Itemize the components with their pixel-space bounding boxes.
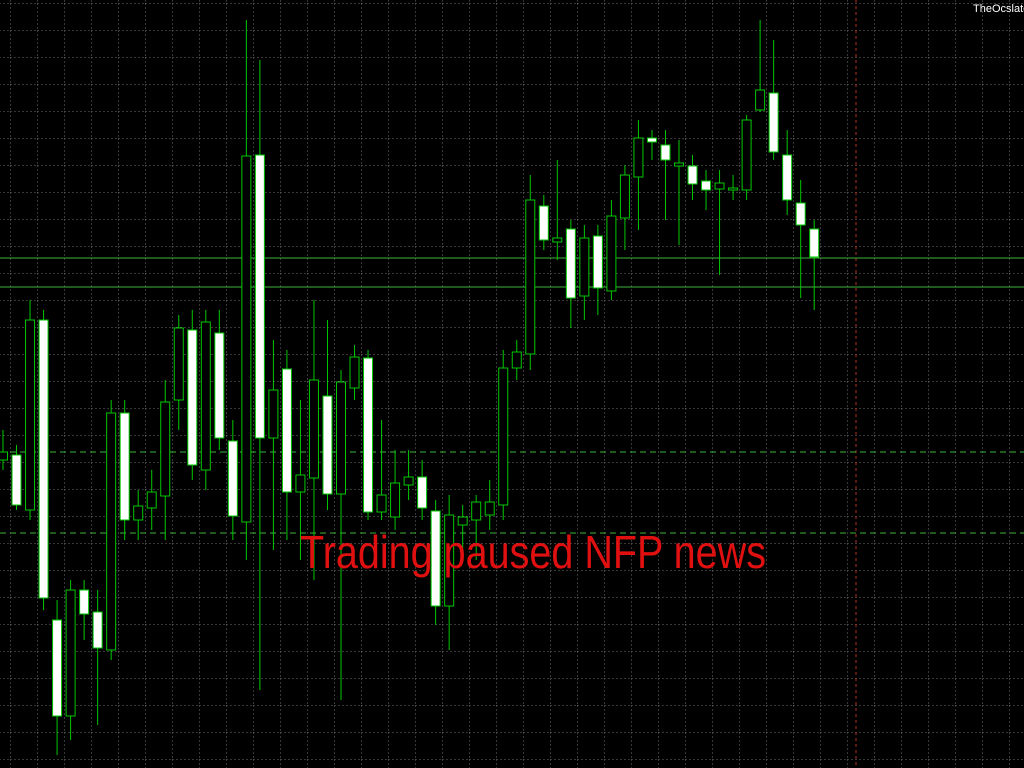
candle-body — [146, 491, 157, 509]
candle-body — [538, 205, 549, 241]
candle-body — [498, 367, 509, 506]
candle-body — [687, 165, 698, 185]
candle-body — [606, 215, 617, 292]
candle-body — [160, 401, 171, 497]
candle-body — [633, 137, 644, 178]
candle-body — [52, 619, 63, 717]
candle-body — [254, 154, 265, 439]
candle-body — [755, 89, 766, 111]
candle-body — [457, 516, 468, 526]
candle-body — [295, 474, 306, 493]
candle-body — [92, 611, 103, 649]
candle-body — [349, 356, 360, 389]
candle-body — [714, 182, 725, 190]
candle-body — [619, 174, 630, 219]
candle-body — [484, 501, 495, 516]
candle-body — [214, 332, 225, 439]
levels — [0, 257, 1024, 534]
candle-body — [227, 440, 238, 517]
candle-body — [322, 395, 333, 495]
candle-body — [390, 482, 401, 518]
candle-body — [471, 501, 482, 521]
candle-body — [728, 187, 739, 191]
candle-body — [660, 144, 671, 161]
candle-body — [592, 235, 603, 289]
candle-body — [417, 476, 428, 509]
candle-body — [525, 199, 536, 355]
candle-body — [200, 321, 211, 471]
watermark: TheOcslato — [973, 3, 1024, 15]
candle-body — [363, 357, 374, 513]
candle-body — [430, 510, 441, 607]
candle-body — [11, 454, 22, 506]
candle-body — [25, 319, 36, 511]
candle-body — [268, 389, 279, 439]
candle-body — [281, 368, 292, 493]
candle-body — [701, 180, 712, 191]
candle-body — [65, 589, 76, 717]
candle-body — [241, 155, 252, 523]
candle-body — [795, 202, 806, 226]
candle-body — [768, 92, 779, 153]
candle-body — [552, 237, 563, 243]
annotation: Trading paused NFP news — [300, 526, 766, 578]
candle-body — [38, 319, 49, 599]
candle-body — [173, 327, 184, 401]
candle-body — [133, 505, 144, 521]
candle-body — [741, 119, 752, 191]
candle-body — [403, 476, 414, 486]
candle-body — [119, 412, 130, 521]
candle-body — [579, 237, 590, 297]
candle-body — [0, 451, 8, 461]
candle-body — [79, 589, 90, 615]
candle-body — [511, 351, 522, 369]
candle-body — [782, 154, 793, 201]
candle-body — [187, 329, 198, 466]
candle-body — [565, 228, 576, 299]
candle-body — [106, 412, 117, 651]
candle-body — [308, 379, 319, 479]
candle-body — [336, 381, 346, 495]
candle-body — [444, 514, 455, 607]
candle-body — [376, 494, 387, 513]
candle-body — [674, 162, 684, 167]
candle-body — [646, 137, 657, 143]
candle-body — [809, 228, 820, 258]
candles — [0, 20, 820, 755]
